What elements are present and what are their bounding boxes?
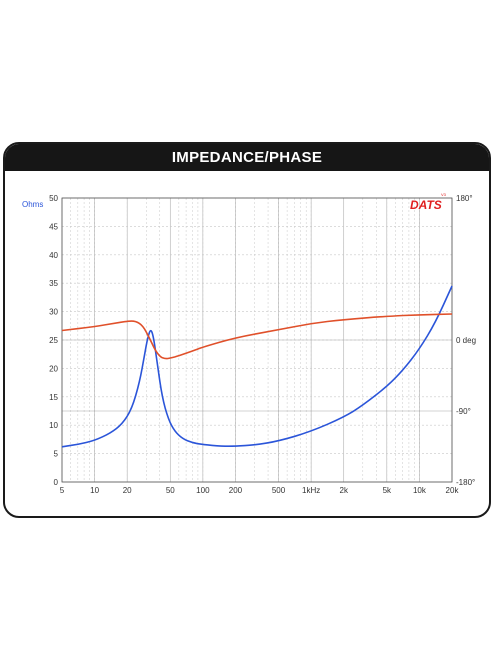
x-tick-label: 100 bbox=[196, 486, 210, 495]
x-tick-label: 2k bbox=[340, 486, 349, 495]
y-tick-label: 15 bbox=[49, 393, 58, 402]
y-tick-label: 45 bbox=[49, 222, 58, 231]
dats-logo: DATS V3 bbox=[410, 192, 447, 212]
y-tick-label: 40 bbox=[49, 251, 58, 260]
series-lines bbox=[61, 285, 453, 448]
y-tick-label: 25 bbox=[49, 336, 58, 345]
y-tick-label: 50 bbox=[49, 194, 58, 203]
y-tick-label: 5 bbox=[54, 450, 59, 459]
y-tick-label: 10 bbox=[49, 421, 58, 430]
y-axis-label: Ohms bbox=[22, 200, 43, 209]
x-tick-label: 50 bbox=[166, 486, 175, 495]
impedance-series-line bbox=[61, 285, 453, 448]
y-tick-label: 30 bbox=[49, 308, 58, 317]
x-tick-label: 500 bbox=[272, 486, 286, 495]
dats-logo-version: V3 bbox=[441, 192, 447, 197]
x-tick-label: 200 bbox=[229, 486, 243, 495]
x-tick-label: 10k bbox=[413, 486, 427, 495]
phase-series-line bbox=[61, 313, 453, 360]
phase-tick-label: 180° bbox=[456, 194, 473, 203]
x-tick-label: 5 bbox=[60, 486, 65, 495]
x-tick-label: 20 bbox=[123, 486, 132, 495]
tick-labels: 5 10 20 50 100 200 500 1kHz 2k 5k 10k 20k0510152025… bbox=[22, 194, 476, 495]
plot-frame bbox=[61, 197, 453, 483]
chart-title: IMPEDANCE/PHASE bbox=[5, 144, 489, 171]
y-tick-label: 35 bbox=[49, 279, 58, 288]
phase-tick-label: -180° bbox=[456, 478, 475, 487]
dats-logo-text: DATS bbox=[410, 198, 442, 212]
x-tick-label: 5k bbox=[383, 486, 392, 495]
x-tick-label: 20k bbox=[446, 486, 460, 495]
grid bbox=[61, 197, 453, 483]
x-tick-label: 10 bbox=[90, 486, 99, 495]
phase-tick-label: 0 deg bbox=[456, 336, 476, 345]
y-tick-label: 20 bbox=[49, 364, 58, 373]
y-tick-label: 0 bbox=[54, 478, 59, 487]
x-tick-label: 1kHz bbox=[302, 486, 320, 495]
axes bbox=[61, 197, 453, 483]
phase-tick-label: -90° bbox=[456, 407, 471, 416]
